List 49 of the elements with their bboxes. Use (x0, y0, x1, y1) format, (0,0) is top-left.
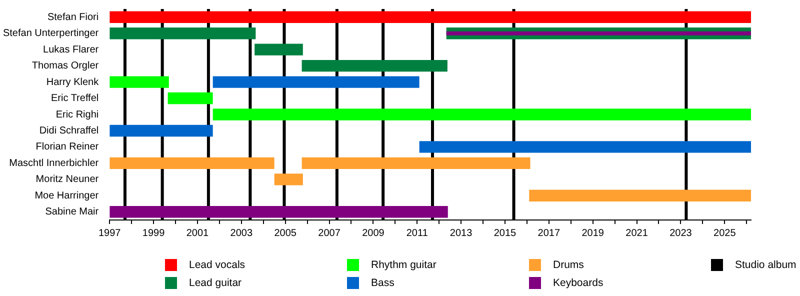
bar (212, 76, 420, 88)
bar (110, 124, 213, 137)
y-tick-label: Stefan Fiori (47, 12, 99, 23)
x-tick-label: 2011 (406, 228, 428, 239)
x-tick-label: 1999 (142, 228, 166, 239)
y-tick-label: Eric Righi (56, 109, 99, 120)
x-tick-label: 2025 (714, 228, 736, 239)
bar (110, 28, 256, 40)
legend-label: Lead guitar (189, 277, 242, 289)
x-tick-label: 2021 (626, 228, 648, 239)
bar (168, 92, 213, 104)
y-tick-label: Moe Harringer (34, 190, 100, 202)
legend-label: Studio album (735, 259, 796, 271)
bar (110, 11, 751, 23)
y-tick-label: Sabine Mair (45, 206, 100, 218)
x-tick-label: 2003 (230, 228, 253, 239)
bar (302, 60, 448, 72)
bar (254, 44, 303, 56)
x-tick-label: 2015 (494, 228, 517, 239)
legend-label: Bass (371, 277, 394, 289)
x-tick-label: 2009 (362, 228, 385, 239)
y-tick-label: Harry Klenk (46, 76, 100, 88)
y-tick-label: Lukas Flarer (43, 44, 100, 56)
y-tick-label: Thomas Orgler (32, 60, 100, 72)
y-tick-label: Eric Treffel (51, 93, 99, 104)
y-tick-label: Stefan Unterpertinger (2, 28, 100, 40)
bar (212, 108, 751, 120)
bar (110, 157, 274, 170)
x-tick-label: 2019 (582, 228, 604, 239)
bar (274, 174, 303, 186)
legend-label: Keyboards (553, 277, 604, 289)
x-tick-label: 2017 (538, 228, 560, 239)
bar (529, 190, 751, 202)
y-tick-label: Maschtl Innerbichler (9, 158, 100, 169)
y-tick-label: Didi Schraffel (39, 125, 99, 136)
legend-label: Drums (553, 259, 584, 271)
bar (302, 157, 530, 170)
bar (419, 141, 751, 153)
x-tick-label: 2007 (318, 228, 341, 239)
y-tick-label: Moritz Neuner (36, 174, 100, 186)
y-tick-label: Florian Reiner (36, 142, 100, 153)
x-tick-label: 2001 (186, 228, 210, 239)
x-tick-label: 2005 (274, 228, 297, 239)
legend-label: Lead vocals (189, 259, 246, 271)
bar (110, 76, 169, 88)
x-tick-label: 2013 (450, 228, 473, 239)
legend-label: Rhythm guitar (371, 259, 436, 271)
x-tick-label: 1997 (98, 228, 122, 239)
x-tick-label: 2023 (670, 228, 692, 239)
